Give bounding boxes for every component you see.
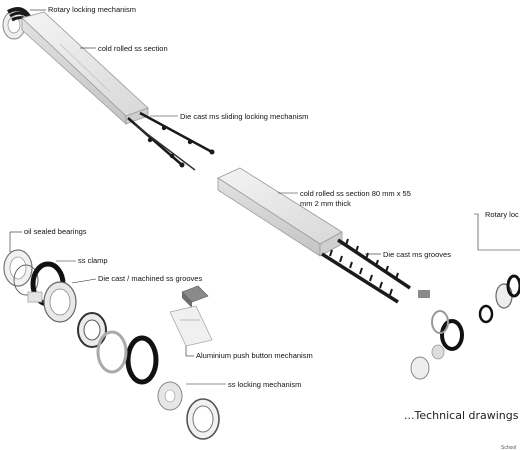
aluminium-button-block xyxy=(169,285,213,347)
label-aluminium-push-button: Aluminium push button mechanism xyxy=(196,351,313,360)
label-die-cast-sliding: Die cast ms sliding locking mechanism xyxy=(180,112,309,121)
label-rotary-locking-top: Rotary locking mechanism xyxy=(48,5,136,14)
right-exploded-parts xyxy=(410,274,520,380)
die-cast-grooves-rails xyxy=(321,238,411,304)
cold-rolled-section-top xyxy=(21,11,149,125)
label-rotary-locking-right: Rotary loc xyxy=(485,210,519,219)
label-school: School xyxy=(501,445,517,450)
oil-sealed-bearings xyxy=(3,249,39,296)
label-oil-sealed-bearings: oil sealed bearings xyxy=(24,227,87,236)
machined-grooves-ring xyxy=(43,281,107,348)
ss-clamp-ring-dark xyxy=(96,330,159,385)
label-cold-rolled-spec-1: cold rolled ss section 80 mm x 55 xyxy=(300,189,411,198)
label-die-cast-machined: Die cast / machined ss grooves xyxy=(98,274,203,283)
label-cold-rolled-spec-2: mm 2 mm thick xyxy=(300,199,351,208)
sliding-lock-rods xyxy=(127,111,215,171)
label-die-cast-grooves: Die cast ms grooves xyxy=(383,250,451,259)
leader-lines xyxy=(9,9,520,385)
label-technical-drawings: ...Technical drawings xyxy=(404,409,519,422)
label-cold-rolled-section: cold rolled ss section xyxy=(98,44,168,53)
ss-locking-mechanism-parts xyxy=(157,381,220,440)
label-ss-clamp: ss clamp xyxy=(78,256,108,265)
cold-rolled-section-middle xyxy=(217,167,343,257)
label-ss-locking-mechanism: ss locking mechanism xyxy=(228,380,302,389)
